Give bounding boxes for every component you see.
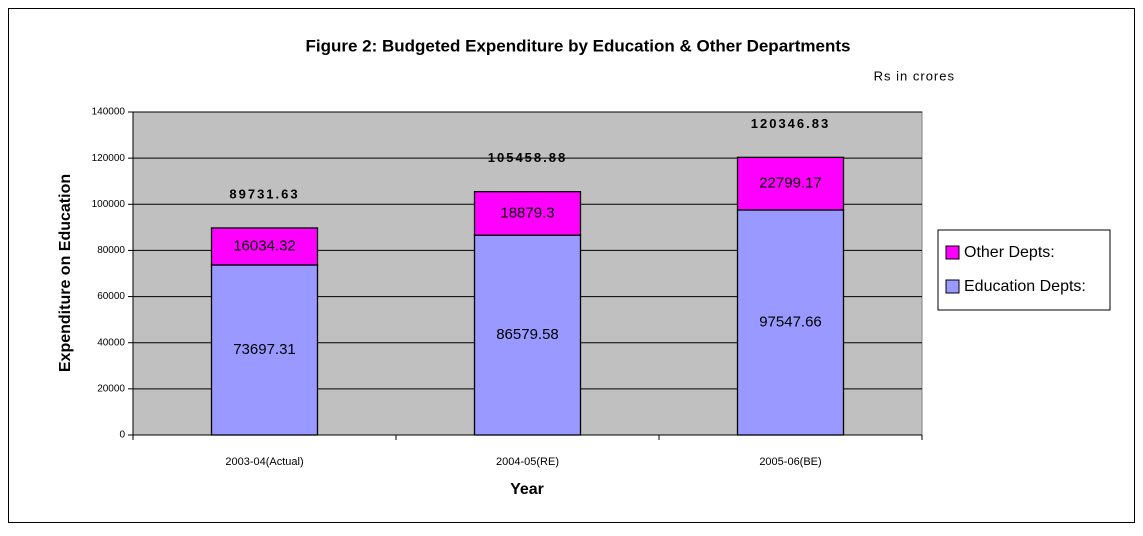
x-axis-label: Year bbox=[510, 481, 544, 498]
bar-value-label: 86579.58 bbox=[496, 326, 559, 343]
y-tick-label: 120000 bbox=[92, 153, 126, 164]
y-tick-label: 140000 bbox=[92, 107, 126, 118]
legend-label: Education Depts: bbox=[964, 278, 1086, 295]
bar-segment bbox=[736, 209, 845, 436]
y-tick-label: 60000 bbox=[97, 291, 125, 302]
y-tick-label: 100000 bbox=[92, 199, 126, 210]
y-tick-label: 0 bbox=[119, 430, 125, 441]
y-axis-label: Expenditure on Education bbox=[57, 174, 74, 372]
legend-swatch bbox=[945, 245, 960, 260]
x-tick-label: 2003-04(Actual) bbox=[225, 456, 303, 468]
y-tick-label: 80000 bbox=[97, 245, 125, 256]
x-tick-label: 2005-06(BE) bbox=[759, 456, 821, 468]
total-label: 120346.83 bbox=[751, 116, 830, 131]
bar-segment bbox=[210, 264, 319, 436]
chart-title: Figure 2: Budgeted Expenditure by Educat… bbox=[305, 36, 850, 55]
bar-value-label: 18879.3 bbox=[500, 204, 554, 221]
bar-segment bbox=[210, 227, 319, 266]
y-tick-label: 40000 bbox=[97, 337, 125, 348]
bar-value-label: 97547.66 bbox=[759, 313, 822, 330]
legend-box bbox=[937, 229, 1111, 311]
bar-value-label: 16034.32 bbox=[233, 237, 296, 254]
bar-segment bbox=[736, 156, 845, 211]
bar-segment bbox=[473, 191, 582, 236]
bar-segment bbox=[473, 234, 582, 436]
total-label: 89731.63 bbox=[229, 186, 299, 201]
legend-swatch bbox=[945, 279, 960, 294]
bar-value-label: 22799.17 bbox=[759, 175, 822, 192]
total-label: 105458.88 bbox=[488, 150, 567, 165]
x-tick-label: 2004-05(RE) bbox=[496, 456, 559, 468]
chart-subtitle: Rs in crores bbox=[874, 68, 955, 83]
bar-value-label: 73697.31 bbox=[233, 341, 296, 358]
legend-label: Other Depts: bbox=[964, 244, 1055, 261]
y-tick-label: 20000 bbox=[97, 383, 125, 394]
